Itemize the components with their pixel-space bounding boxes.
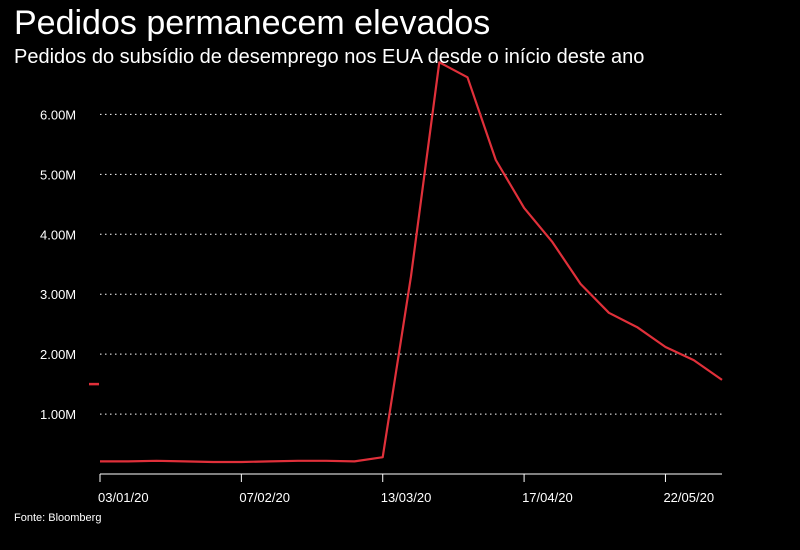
x-axis-ticks <box>99 474 666 482</box>
x-tick-label: 17/04/20 <box>522 490 573 505</box>
source-note: Fonte: Bloomberg <box>14 512 102 524</box>
y-tick-label: 3.00M <box>40 287 76 302</box>
x-tick-label: 03/01/20 <box>98 490 149 505</box>
series-line <box>100 61 723 464</box>
x-axis-labels: 03/01/20 07/02/20 13/03/20 17/04/20 22/05/20 <box>98 490 714 505</box>
y-tick-label: 2.00M <box>40 347 76 362</box>
chart-subtitle: Pedidos do subsídio de desemprego nos EU… <box>14 46 645 68</box>
y-axis-labels: 1.00M 2.00M 3.00M 4.00M 5.00M 6.00M <box>40 107 76 422</box>
y-tick-label: 4.00M <box>40 227 76 242</box>
x-tick-label: 13/03/20 <box>381 490 432 505</box>
y-tick-label: 5.00M <box>40 167 76 182</box>
chart-title: Pedidos permanecem elevados <box>14 4 491 42</box>
grid-lines <box>100 113 722 415</box>
series-layer <box>100 61 723 464</box>
x-tick-label: 22/05/20 <box>663 490 714 505</box>
x-tick-label: 07/02/20 <box>239 490 290 505</box>
y-tick-label: 6.00M <box>40 107 76 122</box>
y-tick-label: 1.00M <box>40 407 76 422</box>
